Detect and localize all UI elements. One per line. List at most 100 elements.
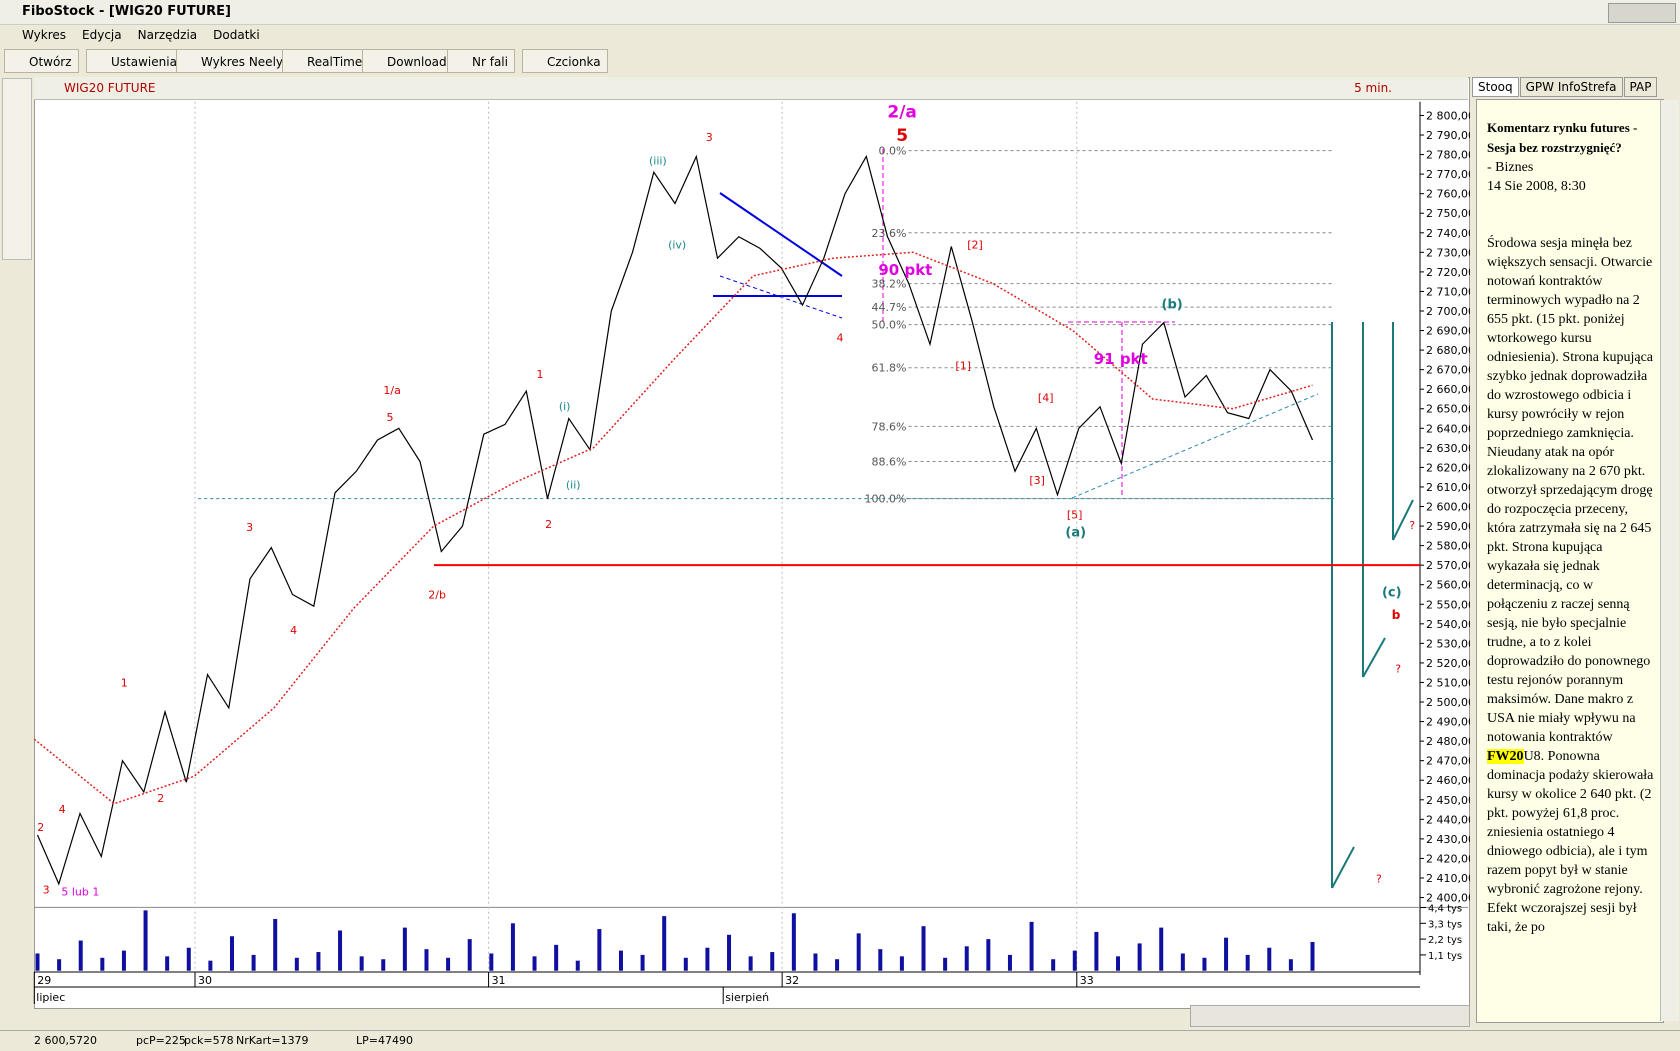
volume-tick-label: 1,1 tys	[1428, 951, 1462, 962]
y-tick-label: 2 470,00	[1426, 755, 1470, 768]
menu-item[interactable]: Dodatki	[213, 28, 260, 42]
wave-label: [4]	[1038, 392, 1054, 405]
x-tick-label: 30	[198, 974, 212, 987]
y-tick-label: 2 720,00	[1426, 266, 1470, 279]
volume-bar	[251, 954, 256, 971]
y-tick-label: 2 540,00	[1426, 618, 1470, 631]
toolbar-button[interactable]: Czcionka	[522, 49, 608, 73]
y-tick-label: 2 590,00	[1426, 520, 1470, 533]
y-tick-label: 2 630,00	[1426, 442, 1470, 455]
y-tick-label: 2 620,00	[1426, 461, 1470, 474]
toolbar-button[interactable]: RealTime	[282, 49, 370, 73]
volume-bar	[1267, 947, 1272, 971]
volume-bar	[316, 952, 321, 971]
volume-tick-label: 4,4 tys	[1428, 904, 1462, 915]
volume-tick-label: 3,3 tys	[1428, 919, 1462, 930]
toolbar-button[interactable]: Nr fali	[447, 49, 515, 73]
wave-label: ?	[1395, 663, 1401, 676]
projection-lines	[1331, 322, 1414, 889]
volume-bar	[899, 956, 904, 971]
volume-bar	[1224, 937, 1229, 971]
volume-bar	[359, 956, 364, 971]
volume-bar	[338, 930, 343, 971]
volume-bar	[402, 927, 407, 971]
y-tick-label: 2 510,00	[1426, 676, 1470, 689]
toolbar-button[interactable]: Otwórz	[4, 49, 79, 73]
wave-label: 2	[545, 518, 552, 531]
y-tick-label: 2 760,00	[1426, 188, 1470, 201]
wave-label: 3	[706, 131, 713, 144]
x-tick-label: 32	[785, 974, 799, 987]
volume-bar	[1159, 927, 1164, 971]
fib-label: 61.8%	[871, 362, 906, 375]
news-scrollbar[interactable]	[1660, 100, 1679, 1021]
news-body: Środowa sesja minęła bez większych sensa…	[1487, 234, 1655, 937]
volume-bar	[1072, 950, 1077, 971]
volume-bar	[662, 916, 667, 971]
y-tick-label: 2 700,00	[1426, 305, 1470, 318]
wave-label: 4	[290, 624, 297, 637]
volume-bar	[165, 956, 170, 971]
chart-title: WIG20 FUTURE	[64, 81, 156, 95]
toolbar-button[interactable]: Wykres Neely	[176, 49, 291, 73]
status-bar: 2 600,5720 pcP=225 pck=578 NrKart=1379 LP=47…	[0, 1030, 1680, 1051]
menu-bar: Wykres Edycja Narzędzia Dodatki	[14, 28, 268, 44]
y-tick-label: 2 730,00	[1426, 246, 1470, 259]
volume-bar	[640, 954, 645, 971]
status-field: 2 600,5720	[34, 1034, 97, 1047]
volume-bar	[618, 950, 623, 971]
y-tick-label: 2 640,00	[1426, 422, 1470, 435]
wave-label: [1]	[955, 359, 971, 372]
fib-label: 78.6%	[871, 420, 906, 433]
y-tick-label: 2 580,00	[1426, 540, 1470, 553]
chart: 2 400,00 2 410,00 2 420,00 2 430,00 2 440,00…	[33, 101, 1470, 1004]
menu-item[interactable]: Wykres	[22, 28, 67, 42]
window-buttons[interactable]	[1608, 3, 1676, 23]
x-tick-label: 29	[37, 974, 51, 987]
chart-frame	[34, 77, 1470, 1009]
tab[interactable]: Stooq	[1472, 77, 1519, 97]
volume-bar	[554, 944, 559, 971]
volume-bar	[35, 953, 40, 971]
y-tick-label: 2 750,00	[1426, 207, 1470, 220]
scrollbar[interactable]	[1190, 1005, 1470, 1027]
toolbar-button[interactable]: Ustawienia	[86, 49, 184, 73]
news-tabs: Stooq GPW InfoStrefa PAP	[1472, 77, 1680, 97]
volume-bar	[683, 957, 688, 971]
volume-bar	[986, 939, 991, 971]
volume-bar	[229, 936, 234, 971]
volume-bar	[381, 959, 386, 971]
y-tick-label: 2 500,00	[1426, 696, 1470, 709]
y-tick-label: 2 800,00	[1426, 109, 1470, 122]
volume-bar	[489, 953, 494, 971]
fib-label: 38.2%	[871, 278, 906, 291]
volume-bar	[1310, 941, 1315, 971]
wave-label: 5 lub 1	[61, 885, 99, 898]
wave-label: b	[1392, 608, 1401, 622]
volume-bar	[727, 934, 732, 971]
interval: 5 min.	[1354, 81, 1392, 95]
wave-label: 90 pkt	[878, 261, 932, 279]
menu-item[interactable]: Narzędzia	[137, 28, 198, 42]
news-panel: Komentarz rynku futures - Sesja bez rozs…	[1476, 99, 1664, 1023]
volume-bar	[57, 959, 62, 971]
toolbar-button[interactable]: Download	[362, 49, 454, 73]
month-label: sierpień	[725, 991, 769, 1004]
news-headline: Komentarz rynku futures - Sesja bez rozs…	[1487, 120, 1638, 155]
fib-label: 100.0%	[864, 493, 906, 506]
status-field: pck=578	[184, 1034, 234, 1047]
volume-bar	[597, 929, 602, 971]
price-line	[36, 154, 1314, 886]
volume-bar	[770, 952, 775, 971]
x-tick-label: 31	[492, 974, 506, 987]
menu-item[interactable]: Edycja	[82, 28, 122, 42]
tab[interactable]: PAP	[1623, 77, 1658, 97]
tab[interactable]: GPW InfoStrefa	[1519, 77, 1623, 97]
y-tick-label: 2 460,00	[1426, 774, 1470, 787]
status-field: LP=47490	[356, 1034, 413, 1047]
y-tick-label: 2 520,00	[1426, 657, 1470, 670]
title-bar: FiboStock - [WIG20 FUTURE]	[0, 0, 1680, 25]
wave-label: (i)	[559, 400, 571, 413]
volume-bar	[1288, 959, 1293, 971]
y-tick-label: 2 610,00	[1426, 481, 1470, 494]
